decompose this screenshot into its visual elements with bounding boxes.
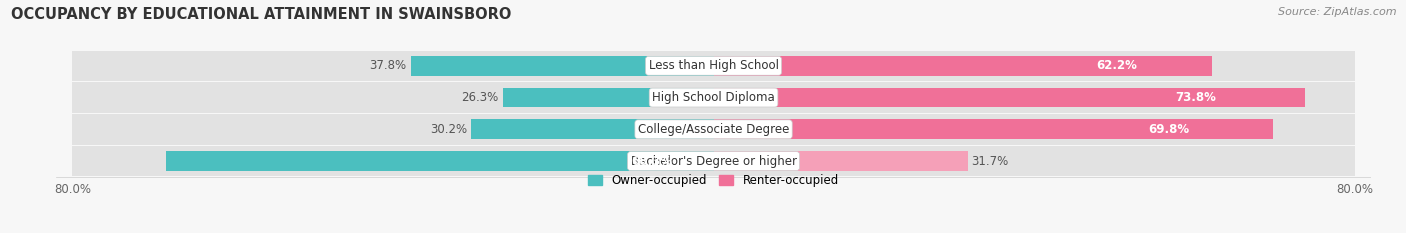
Text: 26.3%: 26.3%	[461, 91, 499, 104]
Bar	[713, 56, 1212, 76]
Text: 37.8%: 37.8%	[370, 59, 406, 72]
Bar	[503, 88, 713, 107]
Text: 68.3%: 68.3%	[631, 154, 672, 168]
Bar	[713, 120, 1272, 139]
Bar	[471, 120, 713, 139]
Text: 62.2%: 62.2%	[1097, 59, 1137, 72]
Text: Less than High School: Less than High School	[648, 59, 779, 72]
Bar	[72, 114, 1355, 145]
Bar	[411, 56, 713, 76]
Text: High School Diploma: High School Diploma	[652, 91, 775, 104]
Text: College/Associate Degree: College/Associate Degree	[638, 123, 789, 136]
Bar	[72, 82, 1355, 113]
Legend: Owner-occupied, Renter-occupied: Owner-occupied, Renter-occupied	[588, 174, 839, 187]
Bar	[713, 151, 967, 171]
Text: 73.8%: 73.8%	[1175, 91, 1216, 104]
Text: Source: ZipAtlas.com: Source: ZipAtlas.com	[1278, 7, 1396, 17]
Bar	[72, 51, 1355, 81]
Text: 30.2%: 30.2%	[430, 123, 467, 136]
Bar	[713, 88, 1305, 107]
Text: 31.7%: 31.7%	[972, 154, 1010, 168]
Bar	[166, 151, 713, 171]
Text: Bachelor's Degree or higher: Bachelor's Degree or higher	[630, 154, 797, 168]
Bar	[72, 146, 1355, 176]
Text: OCCUPANCY BY EDUCATIONAL ATTAINMENT IN SWAINSBORO: OCCUPANCY BY EDUCATIONAL ATTAINMENT IN S…	[11, 7, 512, 22]
Text: 69.8%: 69.8%	[1149, 123, 1189, 136]
